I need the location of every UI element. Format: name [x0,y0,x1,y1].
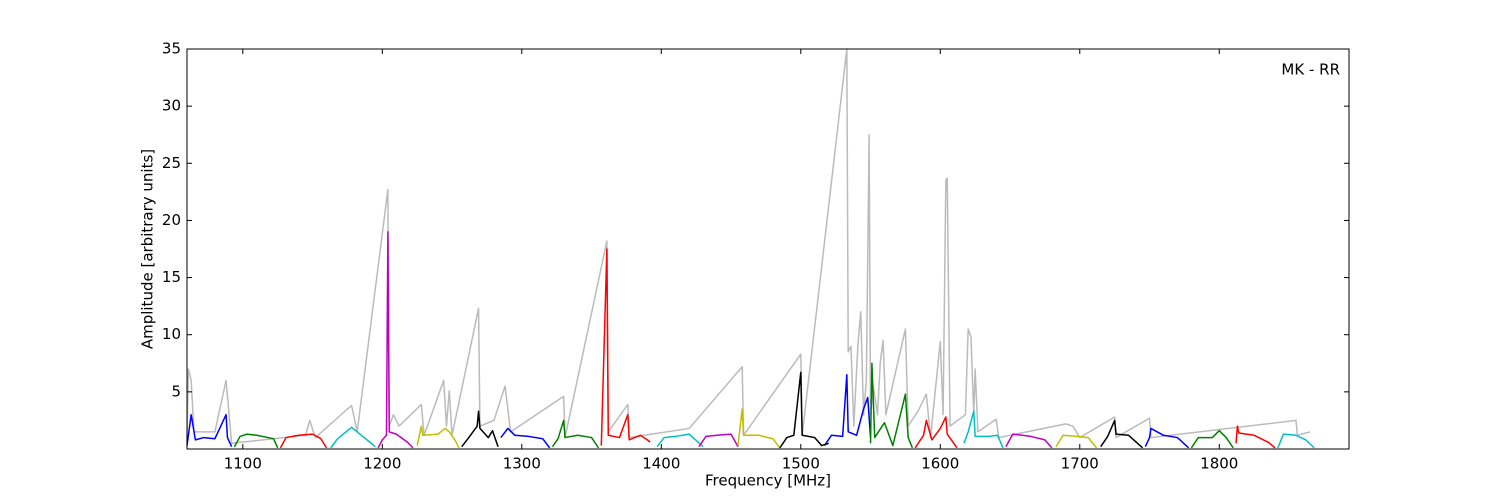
spectrum-line [186,48,1311,445]
spectrum-line [279,248,1276,449]
y-axis-label: Amplitude [arbitrary units] [139,149,157,349]
y-tick-label: 20 [162,211,181,229]
spectrum-line [416,408,1098,449]
x-tick-label: 1800 [1200,455,1238,473]
spectrum-line [330,410,1315,449]
x-tick-label: 1600 [921,455,959,473]
x-tick-label: 1300 [503,455,541,473]
spectrum-line [233,362,1234,449]
y-tick-label: 35 [162,40,181,58]
x-tick-label: 1500 [782,455,820,473]
x-tick-label: 1100 [224,455,262,473]
spectrum-line [461,371,1144,449]
y-tick-label: 5 [171,382,181,400]
spectrum-line [377,231,1053,449]
x-tick-label: 1400 [642,455,680,473]
y-tick-label: 25 [162,154,181,172]
x-tick-label: 1700 [1061,455,1099,473]
annotation: MK - RR [1281,61,1340,79]
plot-frame [186,48,1350,450]
x-tick-label: 1200 [363,455,401,473]
spectrum-line [186,373,1190,449]
y-tick-label: 10 [162,325,181,343]
x-axis-label: Frequency [MHz] [705,472,831,490]
y-tick-label: 15 [162,268,181,286]
y-tick-label: 30 [162,97,181,115]
